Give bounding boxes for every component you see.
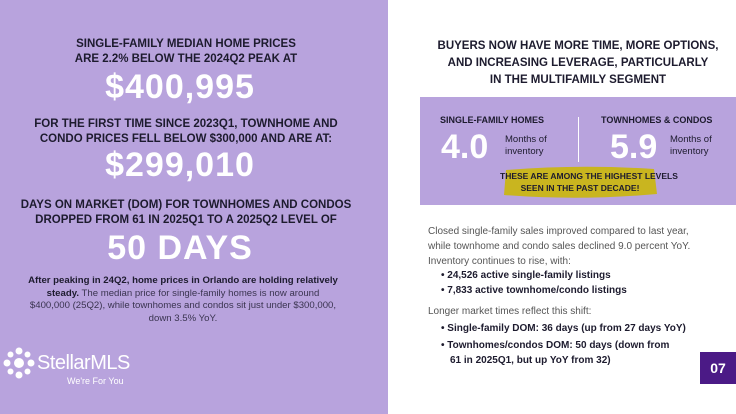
logo-name: StellarMLS (37, 352, 130, 374)
inventory-value: 4.0 (441, 128, 489, 166)
value: 50 DAYS (107, 229, 253, 267)
logo-icon (3, 347, 35, 379)
line: FOR THE FIRST TIME SINCE 2023Q1, TOWNHOM… (34, 118, 338, 130)
line: BUYERS NOW HAVE MORE TIME, MORE OPTIONS, (437, 40, 719, 52)
line: Closed single-family sales improved comp… (428, 226, 689, 237)
text: 24,526 active single-family listings (447, 270, 611, 281)
bullet: • 24,526 active single-family listings (441, 270, 611, 281)
paragraph: Closed single-family sales improved comp… (428, 224, 690, 269)
inventory-label: SINGLE-FAMILY HOMES (440, 115, 545, 125)
line: while townhome and condo sales declined … (428, 241, 691, 252)
summary-bold: After peaking in 24Q2, home prices in Or… (28, 275, 338, 299)
line: IN THE MULTIFAMILY SEGMENT (489, 74, 667, 86)
headline: FOR THE FIRST TIME SINCE 2023Q1, TOWNHOM… (0, 117, 376, 147)
summary: After peaking in 24Q2, home prices in Or… (28, 275, 338, 325)
line: Months of (670, 134, 712, 145)
text: 61 in 2025Q1, but up YoY from 32) (450, 355, 611, 366)
divider (578, 117, 579, 162)
page-number: 07 (700, 352, 736, 384)
line: DROPPED FROM 61 IN 2025Q1 TO A 2025Q2 LE… (35, 214, 337, 226)
line: inventory (505, 146, 544, 157)
text: Townhomes/condos DOM: 50 days (down from (447, 340, 670, 351)
inventory-label: TOWNHOMES & CONDOS (601, 115, 713, 125)
line: THESE ARE AMONG THE HIGHEST LEVELS (500, 171, 678, 181)
bullet: • 7,833 active townhome/condo listings (441, 285, 627, 296)
headline: DAYS ON MARKET (DOM) FOR TOWNHOMES AND C… (0, 198, 376, 228)
line: SEEN IN THE PAST DECADE! (520, 183, 640, 193)
text: 7,833 active townhome/condo listings (447, 285, 627, 296)
bullet: • Single-family DOM: 36 days (up from 27… (441, 323, 686, 334)
dom-intro: Longer market times reflect this shift: (428, 306, 592, 317)
line: DAYS ON MARKET (DOM) FOR TOWNHOMES AND C… (20, 199, 352, 211)
value: $400,995 (105, 68, 255, 106)
line: AND INCREASING LEVERAGE, PARTICULARLY (447, 57, 709, 69)
listings: • 24,526 active single-family listings • … (441, 268, 627, 298)
logo-tagline: We're For You (67, 376, 124, 386)
left-panel (0, 0, 388, 414)
line: ARE 2.2% BELOW THE 2024Q2 PEAK AT (74, 53, 298, 65)
inventory-value: 5.9 (610, 128, 658, 166)
line: inventory (670, 146, 709, 157)
line: SINGLE-FAMILY MEDIAN HOME PRICES (76, 38, 296, 50)
dom-list: • Single-family DOM: 36 days (up from 27… (441, 321, 686, 368)
highlight-mark (504, 166, 657, 198)
highlight: THESE ARE AMONG THE HIGHEST LEVELS SEEN I… (500, 170, 678, 194)
value: $299,010 (105, 146, 255, 184)
line: CONDO PRICES FELL BELOW $300,000 AND ARE… (39, 133, 333, 145)
line: Inventory continues to rise, with: (428, 256, 571, 267)
summary-text: The median price for single-family homes… (29, 287, 337, 324)
line: Months of (505, 134, 547, 145)
bullet: • Townhomes/condos DOM: 50 days (down fr… (441, 340, 670, 351)
inventory-unit: Months of inventory (670, 134, 712, 158)
inventory-unit: Months of inventory (505, 134, 547, 158)
right-heading: BUYERS NOW HAVE MORE TIME, MORE OPTIONS,… (390, 38, 736, 89)
headline: SINGLE-FAMILY MEDIAN HOME PRICES ARE 2.2%… (0, 37, 376, 67)
text: Single-family DOM: 36 days (up from 27 d… (447, 323, 686, 334)
